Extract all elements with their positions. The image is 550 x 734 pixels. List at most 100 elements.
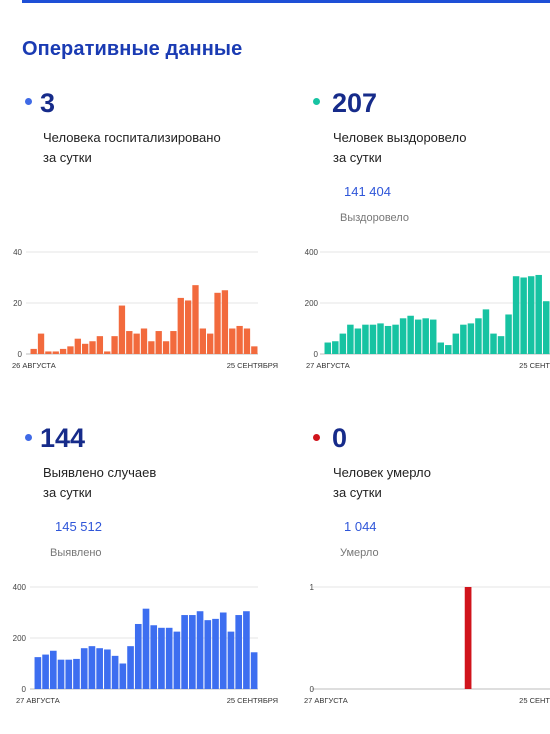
deaths-description: Человек умерло за сутки: [333, 463, 431, 503]
x-end-label: 25 СЕНТЯБРЯ: [227, 696, 278, 705]
bar: [30, 348, 37, 354]
bar: [45, 351, 52, 354]
x-start-label: 26 АВГУСТА: [12, 361, 56, 370]
hospitalized-desc-line1: Человека госпитализировано: [43, 130, 221, 145]
bar: [399, 318, 407, 354]
bar: [173, 631, 181, 689]
cases-total: 145 512: [55, 519, 102, 534]
bar: [452, 333, 460, 354]
bar: [235, 615, 243, 689]
bar: [251, 346, 258, 354]
bar: [57, 659, 65, 689]
cases-chart: 0 200 400 27 АВГУСТА 25 СЕНТЯБРЯ: [13, 583, 278, 705]
x-end-label: 25 СЕНТ: [519, 361, 550, 370]
bar: [204, 620, 212, 689]
bar: [80, 648, 88, 689]
bar: [243, 328, 251, 354]
bar: [236, 325, 243, 354]
bar: [505, 314, 512, 354]
bar: [189, 615, 196, 689]
bar: [535, 274, 542, 354]
bar: [74, 338, 81, 354]
bar: [332, 341, 339, 354]
bar: [42, 654, 49, 689]
bar: [414, 319, 422, 354]
bar: [65, 659, 73, 689]
top-rule: [22, 0, 550, 3]
bar: [422, 318, 429, 354]
bar: [184, 300, 192, 354]
bar: [34, 657, 42, 689]
bar: [219, 612, 227, 689]
hospitalized-dot: [25, 98, 32, 105]
bar: [104, 649, 111, 689]
bar: [140, 328, 148, 354]
bar: [118, 305, 126, 354]
bar: [155, 331, 162, 354]
recovered-value: 207: [332, 88, 378, 118]
bar: [464, 587, 472, 689]
x-end-label: 25 СЕНТ: [519, 696, 550, 705]
bar: [369, 324, 377, 354]
cases-desc-line2: за сутки: [43, 485, 92, 500]
bar: [475, 318, 482, 354]
bar: [133, 333, 140, 354]
bar: [148, 341, 155, 354]
hospitalized-description: Человека госпитализировано за сутки: [43, 128, 221, 168]
bar: [467, 323, 475, 354]
bar: [377, 323, 384, 354]
cases-desc-line1: Выявлено случаев: [43, 465, 157, 480]
bar: [460, 324, 467, 354]
recovered-desc-line2: за сутки: [333, 150, 382, 165]
y-tick-label: 1: [310, 583, 315, 592]
bar: [214, 292, 221, 354]
bar: [67, 346, 74, 354]
bar: [207, 333, 214, 354]
y-tick-label: 0: [314, 350, 319, 359]
bar: [347, 324, 354, 354]
bar: [512, 276, 520, 354]
bar: [177, 297, 184, 354]
deaths-desc-line2: за сутки: [333, 485, 382, 500]
bar: [384, 325, 392, 354]
y-tick-label: 20: [13, 299, 22, 308]
bar: [362, 324, 369, 354]
y-tick-label: 0: [310, 685, 315, 694]
deaths-total-label: Умерло: [340, 547, 379, 559]
bar: [199, 328, 207, 354]
hospitalized-desc-line2: за сутки: [43, 150, 92, 165]
hospitalized-value: 3: [40, 88, 56, 118]
bar: [127, 646, 134, 689]
bar: [339, 333, 347, 354]
bar: [250, 652, 258, 689]
bar: [429, 319, 437, 354]
bar: [96, 648, 103, 689]
x-start-label: 27 АВГУСТА: [16, 696, 60, 705]
hospitalized-chart: 0 20 40 26 АВГУСТА 25 СЕНТЯБРЯ: [12, 248, 278, 370]
bar: [192, 285, 199, 354]
bar: [437, 342, 445, 354]
bar: [158, 627, 165, 689]
bar: [490, 333, 497, 354]
bar: [229, 328, 236, 354]
deaths-value: 0: [332, 423, 348, 453]
y-tick-label: 400: [305, 248, 319, 257]
bar: [89, 341, 96, 354]
bar: [181, 615, 188, 689]
x-start-label: 27 АВГУСТА: [304, 696, 348, 705]
bar: [482, 309, 490, 354]
bar: [162, 341, 170, 354]
bar: [88, 646, 96, 689]
bar: [73, 658, 80, 689]
recovered-chart: 0 200 400 27 АВГУСТА 25 СЕНТ: [305, 248, 550, 370]
y-tick-label: 40: [13, 248, 22, 257]
bar: [142, 608, 150, 689]
bar: [324, 342, 332, 354]
deaths-dot: [313, 434, 320, 441]
deaths-chart: 0 1 27 АВГУСТА 25 СЕНТ: [304, 583, 550, 705]
y-tick-label: 0: [18, 350, 23, 359]
bar: [354, 328, 362, 354]
bar: [165, 627, 173, 689]
bar: [520, 277, 527, 354]
bar: [111, 336, 118, 354]
